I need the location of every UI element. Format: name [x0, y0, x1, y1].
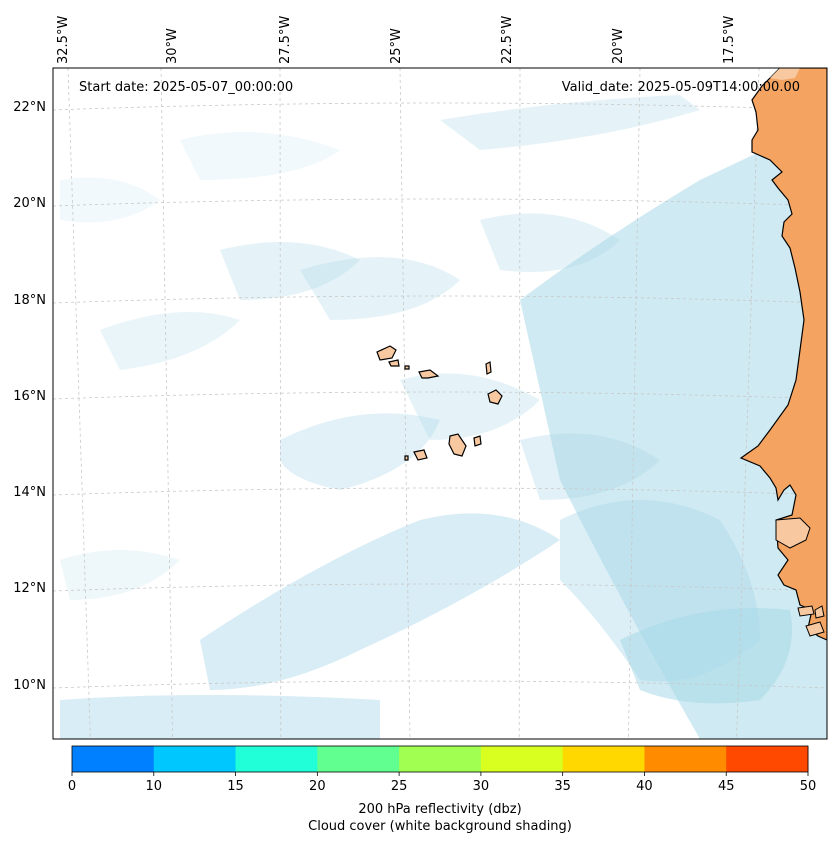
- colorbar: 0 10 15 20 25 30 35 40 45 50: [68, 745, 817, 794]
- lon-label: 22.5°W: [500, 16, 515, 64]
- cloud-patch: [220, 242, 360, 300]
- lon-label: 20°W: [611, 28, 626, 64]
- colorbar-label-line2: Cloud cover (white background shading): [308, 819, 572, 834]
- meridian-line: [736, 68, 760, 739]
- cloud-patch: [100, 312, 240, 370]
- colorbar-segment: [235, 746, 318, 772]
- lat-label: 14°N: [13, 485, 46, 500]
- island-sao-nicolau: [418, 369, 440, 379]
- island-brava: [404, 455, 409, 461]
- lon-label: 25°W: [389, 28, 404, 64]
- colorbar-frame: [71, 745, 809, 773]
- cloud-patch: [620, 608, 792, 704]
- africa-coast-light-band: [770, 68, 800, 80]
- parallel-line: [53, 102, 827, 111]
- colorbar-tick-label: 30: [473, 779, 490, 794]
- colorbar-tick-label: 35: [554, 779, 571, 794]
- cloud-patch: [440, 95, 700, 150]
- cloud-patch: [180, 132, 340, 180]
- island-santo-antao: [376, 345, 397, 361]
- cloud-patch: [520, 120, 827, 739]
- colorbar-tick-label: 50: [800, 779, 817, 794]
- valid-date-label: Valid_date: 2025-05-09T14:00:00.00: [562, 80, 800, 95]
- island-fogo: [413, 449, 428, 461]
- colorbar-tick-label: 20: [309, 779, 326, 794]
- africa-coast-land: [739, 68, 827, 641]
- parallel-line: [53, 680, 827, 689]
- map-frame: [52, 67, 828, 740]
- island-maio: [473, 435, 482, 447]
- lat-label: 12°N: [13, 581, 46, 596]
- meridian-line: [518, 68, 521, 739]
- lat-label: 20°N: [13, 196, 46, 211]
- parallel-line: [53, 391, 827, 400]
- colorbar-segment: [562, 746, 645, 772]
- lat-label: 18°N: [13, 293, 46, 308]
- lon-label: 17.5°W: [722, 16, 737, 64]
- cloud-patch: [480, 213, 620, 272]
- cloud-cover-shading: [60, 95, 827, 739]
- lon-label: 27.5°W: [278, 16, 293, 64]
- colorbar-tick-label: 40: [636, 779, 653, 794]
- cloud-patch: [200, 513, 560, 690]
- lon-label: 30°W: [165, 28, 180, 64]
- cloud-patch: [280, 413, 440, 490]
- colorbar-segment: [72, 746, 155, 772]
- colorbar-tick-label: 10: [146, 779, 163, 794]
- cape-verde-islands: [376, 345, 503, 461]
- colorbar-tick-label: 15: [227, 779, 244, 794]
- meridian-line: [628, 68, 641, 739]
- parallel-line: [53, 198, 827, 207]
- colorbar-segment: [317, 746, 400, 772]
- colorbar-segment: [480, 746, 564, 772]
- lat-label: 10°N: [13, 678, 46, 693]
- colorbar-label-line1: 200 hPa reflectivity (dbz): [358, 802, 521, 817]
- gridlines: [53, 68, 827, 739]
- lat-label: 16°N: [13, 389, 46, 404]
- bissau-islands: [775, 517, 811, 549]
- colorbar-tick-label: 0: [68, 779, 76, 794]
- parallel-line: [53, 295, 827, 304]
- meridian-line: [67, 68, 91, 739]
- map-area: [53, 68, 827, 739]
- latitude-labels: 22°N 20°N 18°N 16°N 14°N 12°N 10°N: [13, 100, 46, 693]
- cloud-patch: [60, 550, 180, 600]
- island-sal: [485, 361, 492, 375]
- colorbar-segment: [726, 746, 809, 772]
- colorbar-segment: [644, 746, 727, 772]
- colorbar-segment: [153, 746, 237, 772]
- meridian-line: [399, 68, 411, 739]
- colorbar-tick-label: 25: [391, 779, 408, 794]
- longitude-labels: 32.5°W 30°W 27.5°W 25°W 22.5°W 20°W 17.5…: [56, 16, 737, 64]
- colorbar-tick-label: 45: [718, 779, 735, 794]
- island-boa-vista: [487, 389, 503, 405]
- cloud-patch: [300, 257, 460, 320]
- cloud-patch: [520, 433, 660, 500]
- meridian-line: [160, 68, 173, 739]
- island-santa-luzia: [404, 365, 410, 370]
- lon-label: 32.5°W: [56, 16, 71, 64]
- cloud-patch: [60, 695, 380, 739]
- island-sao-vicente: [388, 359, 400, 367]
- start-date-label: Start date: 2025-05-07_00:00:00: [79, 80, 293, 95]
- guinea-islands: [797, 605, 825, 637]
- colorbar-segment: [399, 746, 482, 772]
- parallel-line: [53, 487, 827, 496]
- island-santiago: [448, 433, 467, 457]
- lat-label: 22°N: [13, 100, 46, 115]
- cloud-patch: [400, 373, 540, 440]
- parallel-line: [53, 583, 827, 592]
- meridian-line: [279, 68, 282, 739]
- cloud-patch: [60, 177, 160, 223]
